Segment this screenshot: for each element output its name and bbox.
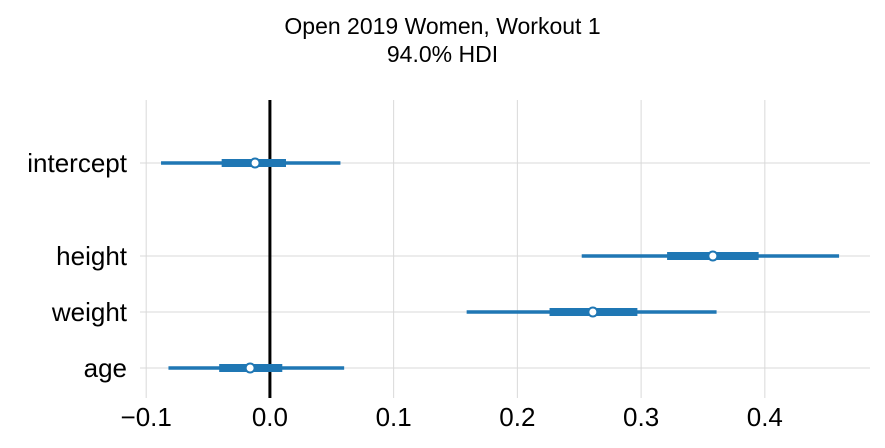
x-tick-label: 0.4: [747, 402, 783, 432]
x-tick-label: 0.2: [499, 402, 535, 432]
x-tick-label: 0.3: [623, 402, 659, 432]
y-tick-label: height: [56, 241, 128, 271]
x-tick-label: 0.1: [376, 402, 412, 432]
chart-title: Open 2019 Women, Workout 1 94.0% HDI: [0, 12, 885, 68]
x-tick-label: −0.1: [121, 402, 172, 432]
title-line-1: Open 2019 Women, Workout 1: [284, 13, 601, 39]
y-tick-label: weight: [51, 297, 128, 327]
y-tick-label: intercept: [27, 148, 127, 178]
mean-point-weight: [587, 306, 599, 318]
x-tick-label: 0.0: [252, 402, 288, 432]
mean-point-height: [707, 250, 719, 262]
y-tick-label: age: [84, 353, 127, 383]
title-line-2: 94.0% HDI: [386, 41, 499, 67]
mean-point-intercept: [249, 157, 261, 169]
mean-point-age: [244, 362, 256, 374]
